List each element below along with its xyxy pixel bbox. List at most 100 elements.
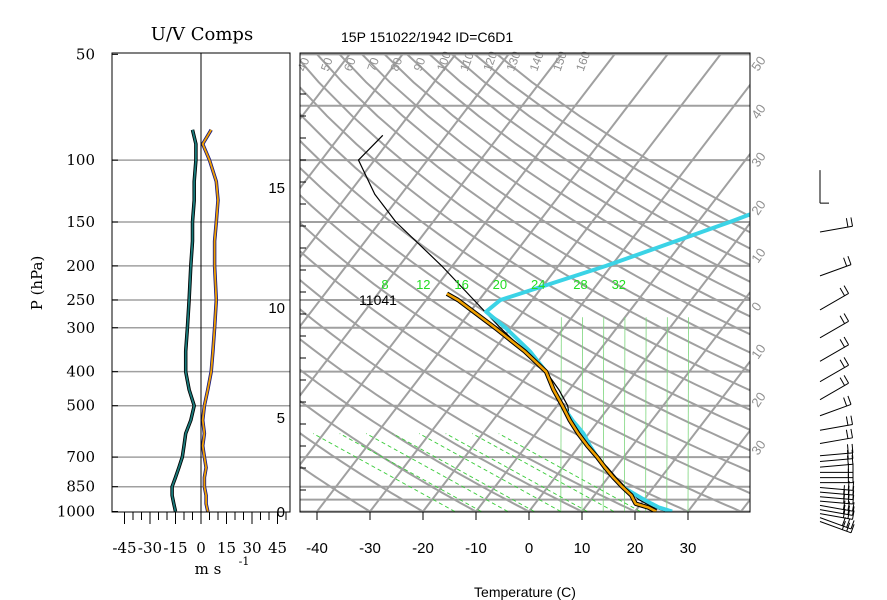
wind-barb-flag — [843, 257, 848, 267]
wind-barb — [819, 313, 850, 339]
wind-barb-flag — [851, 449, 854, 459]
skewt-isotherm — [422, 83, 750, 512]
wind-barb-flag — [839, 315, 846, 324]
wind-barb-flag — [850, 428, 853, 438]
temp-tick-label: 30 — [680, 540, 697, 557]
temp-tick-label: -40 — [306, 540, 328, 557]
mixing-ratio-label: 24 — [531, 277, 545, 292]
skewt-isotherm — [300, 53, 563, 398]
skewt-dry-adiabat — [359, 53, 750, 318]
wind-barb-flag — [843, 285, 850, 294]
right-edge-label: 30 — [748, 149, 769, 169]
right-edge-label: 10 — [748, 245, 769, 265]
temp-tick-label: 10 — [574, 540, 591, 557]
skewt-isotherm — [300, 53, 616, 467]
mixing-ratio-line — [687, 317, 689, 512]
skewt-isotherm — [300, 53, 457, 259]
moist-adiabat-line — [365, 433, 509, 512]
isotherm-top-label: 50 — [318, 55, 336, 73]
skewt-dry-adiabat — [300, 368, 533, 512]
isotherm-top-label: 40 — [295, 55, 313, 73]
wind-barb — [819, 285, 850, 311]
skewt-isotherm — [634, 359, 750, 512]
wind-barb-flag — [850, 524, 855, 533]
wind-barb-flag — [851, 443, 854, 453]
wind-barb-staff — [819, 517, 852, 530]
wind-barb-staff — [819, 509, 853, 516]
wind-barb-staff — [819, 500, 853, 505]
right-edge-label: 10 — [748, 341, 769, 361]
right-edge-label: 40 — [748, 101, 769, 121]
wind-barb-staff — [819, 458, 853, 463]
skewt-isotherm — [581, 290, 750, 512]
uv-x-tick-label: -15 — [163, 539, 187, 557]
uv-panel-title: U/V Comps — [151, 24, 253, 45]
wind-barb-staff — [819, 491, 853, 496]
wind-barb — [819, 357, 850, 383]
pressure-tick-label: 300 — [66, 319, 95, 337]
wind-barb-flag — [846, 450, 849, 460]
isotherm-top-label: 80 — [387, 55, 405, 73]
wind-barb-flag — [841, 517, 846, 526]
mixing-ratio-line — [602, 317, 605, 512]
skewt-isotherm — [528, 221, 750, 512]
uv-x-tick-label: -30 — [138, 539, 162, 557]
uv-x-axis-label-exponent: -1 — [239, 555, 250, 568]
mixing-ratio-label: 16 — [454, 277, 468, 292]
wind-barb-staff — [819, 424, 853, 431]
wind-barb-staff — [819, 293, 849, 311]
moist-adiabat-line — [445, 433, 588, 512]
skewt-isotherm — [300, 53, 404, 190]
height-tick-label: 10 — [268, 300, 285, 317]
pressure-tick-label: 150 — [66, 213, 95, 231]
wind-barb-staff — [819, 437, 853, 445]
skewt-profiles — [357, 134, 750, 512]
right-edge-label: 30 — [748, 437, 769, 457]
wind-barb-flag — [850, 217, 853, 227]
mixing-ratio-line — [624, 317, 626, 512]
pressure-tick-label: 850 — [66, 478, 95, 496]
skewt-dry-adiabat — [314, 53, 750, 354]
skewt-dry-adiabat — [381, 53, 750, 301]
moist-adiabat-line — [339, 433, 482, 512]
skewt-isotherm — [0, 54, 32, 511]
uv-x-tick-label: -45 — [112, 539, 136, 557]
skewt-dry-adiabat — [336, 53, 750, 336]
skewt-isotherm — [300, 53, 510, 328]
pressure-tick-label: 50 — [76, 45, 95, 63]
right-edge-label: 20 — [748, 197, 769, 217]
mixing-ratio-line — [581, 317, 583, 512]
skewt-dry-adiabat — [300, 59, 750, 373]
wind-barb-flag — [847, 255, 852, 265]
wind-barb-flag — [850, 520, 855, 530]
right-edge-label: 50 — [748, 53, 769, 73]
orange-trace-line — [446, 292, 657, 512]
wind-barb-flag — [847, 395, 852, 405]
wind-barb-flag — [852, 502, 855, 512]
wind-barb-staff — [819, 344, 849, 362]
mixing-ratio-line — [560, 317, 562, 512]
wind-barb-flag — [847, 501, 851, 511]
pressure-tick-label: 700 — [66, 448, 95, 466]
skewt-dry-adiabat — [300, 278, 692, 512]
isotherm-top-label: 70 — [364, 55, 382, 73]
pressure-tick-label: 200 — [66, 257, 95, 275]
mixing-ratio-line — [666, 317, 668, 512]
moist-adiabat-line — [471, 433, 615, 512]
isotherm-top-label: 100 — [434, 49, 454, 73]
temp-tick-label: 20 — [627, 540, 644, 557]
temp-tick-label: -30 — [359, 540, 381, 557]
wind-barb-flag — [843, 336, 850, 346]
isotherm-top-label: 90 — [411, 55, 429, 73]
uv-series-line — [201, 129, 219, 512]
wind-barb-flag — [843, 313, 850, 322]
skewt-title: 15P 151022/1942 ID=C6D1 — [341, 29, 513, 45]
uv-panel-profiles — [170, 128, 220, 512]
wind-barb-staff — [819, 504, 853, 512]
wind-barb-flag — [852, 510, 855, 520]
wind-barb — [819, 415, 853, 431]
height-tick-label: 15 — [268, 180, 285, 197]
wind-barb-flag — [852, 506, 855, 516]
wind-barb-staff — [819, 225, 853, 233]
skewt-dry-adiabat — [404, 53, 750, 283]
